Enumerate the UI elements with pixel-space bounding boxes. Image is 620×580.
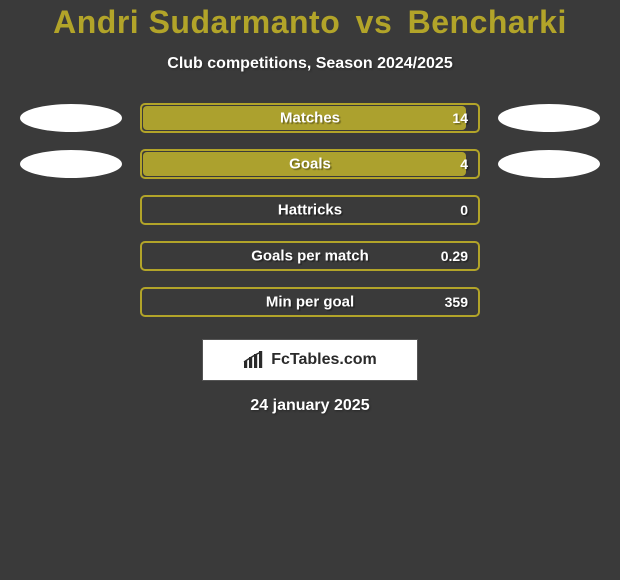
title-player2: Bencharki (408, 4, 567, 40)
stat-value: 14 (452, 110, 468, 126)
stat-bar: Min per goal 359 (140, 287, 480, 317)
stat-bar: Goals per match 0.29 (140, 241, 480, 271)
value-bubble-right (498, 150, 600, 178)
bar-chart-icon (243, 351, 265, 369)
stat-value: 4 (460, 156, 468, 172)
title-player1: Andri Sudarmanto (53, 4, 340, 40)
brand-text: FcTables.com (271, 351, 377, 369)
stat-value: 0 (460, 202, 468, 218)
value-bubble-left (20, 150, 122, 178)
value-bubble-left (20, 104, 122, 132)
stat-label: Goals per match (251, 248, 369, 265)
stat-label: Min per goal (266, 294, 354, 311)
stat-bar: Matches 14 (140, 103, 480, 133)
stat-value: 359 (445, 294, 468, 310)
title-vs: vs (356, 4, 393, 40)
date: 24 january 2025 (0, 397, 620, 415)
stat-row: Hattricks 0 (0, 195, 620, 225)
stat-label: Goals (289, 156, 331, 173)
stat-row: Goals 4 (0, 149, 620, 179)
stat-row: Goals per match 0.29 (0, 241, 620, 271)
stat-label: Hattricks (278, 202, 342, 219)
page-title: Andri Sudarmanto vs Bencharki (0, 4, 620, 41)
stat-label: Matches (280, 110, 340, 127)
stat-bar: Goals 4 (140, 149, 480, 179)
stat-value: 0.29 (441, 248, 468, 264)
brand-box: FcTables.com (202, 339, 418, 381)
stats-rows: Matches 14 Goals 4 Hattricks 0 Goals per match… (0, 103, 620, 317)
value-bubble-right (498, 104, 600, 132)
stat-bar: Hattricks 0 (140, 195, 480, 225)
stat-row: Min per goal 359 (0, 287, 620, 317)
subtitle: Club competitions, Season 2024/2025 (0, 55, 620, 73)
stat-row: Matches 14 (0, 103, 620, 133)
comparison-infographic: Andri Sudarmanto vs Bencharki Club compe… (0, 0, 620, 580)
